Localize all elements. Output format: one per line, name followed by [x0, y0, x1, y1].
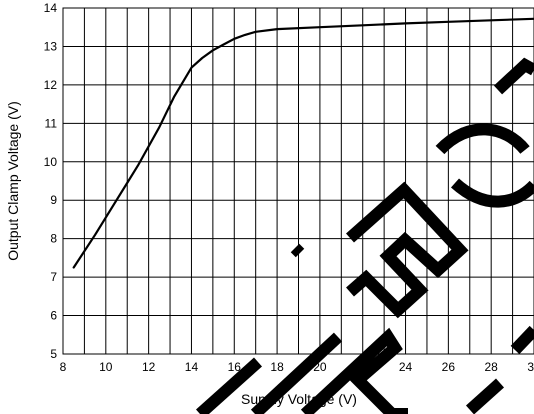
y-tick-label: 13 — [44, 39, 58, 53]
y-tick-label: 8 — [50, 232, 57, 246]
y-axis-title: Output Clamp Voltage (V) — [5, 101, 21, 261]
watermark-stroke — [435, 123, 530, 155]
plot-frame — [62, 7, 534, 355]
y-tick-label: 14 — [44, 1, 58, 15]
y-tick-label: 12 — [44, 78, 58, 92]
x-tick-label: 26 — [442, 360, 456, 374]
y-tick-label: 6 — [50, 309, 57, 323]
watermark-stroke — [290, 243, 305, 258]
watermark-stroke — [493, 57, 534, 95]
watermark-stroke — [450, 178, 534, 208]
series-layer — [72, 17, 534, 269]
series-line-0 — [72, 17, 534, 269]
x-axis-title: Supply Voltage (V) — [241, 391, 357, 407]
y-tick-label: 11 — [45, 116, 58, 130]
y-tick-label: 10 — [44, 155, 58, 169]
watermark — [195, 57, 534, 414]
grid-lines — [63, 7, 534, 354]
watermark-stroke — [250, 332, 343, 414]
x-tick-label: 10 — [99, 360, 113, 374]
y-tick-label: 9 — [50, 193, 57, 207]
watermark-stroke — [346, 181, 469, 319]
y-tick-label: 5 — [50, 347, 57, 361]
watermark-stroke — [195, 357, 263, 414]
x-tick-label: 18 — [270, 360, 284, 374]
x-tick-label: 8 — [60, 360, 67, 374]
x-tick-label: 12 — [142, 360, 156, 374]
x-tick-label: 22 — [356, 360, 370, 374]
y-tick-label: 7 — [50, 270, 57, 284]
x-tick-label: 20 — [313, 360, 327, 374]
y-tick-labels: 5 6 7 8 9 10 11 12 13 14 — [44, 1, 58, 361]
x-tick-labels: 8 10 12 14 16 18 20 22 24 26 28 30 — [60, 360, 534, 374]
x-tick-label: 28 — [485, 360, 499, 374]
watermark-stroke — [465, 378, 505, 414]
watermark-stroke — [300, 327, 403, 414]
x-tick-label: 16 — [228, 360, 242, 374]
watermark-stroke — [510, 325, 534, 355]
x-tick-label: 30 — [527, 360, 534, 374]
x-tick-label: 24 — [399, 360, 413, 374]
x-tick-label: 14 — [185, 360, 199, 374]
